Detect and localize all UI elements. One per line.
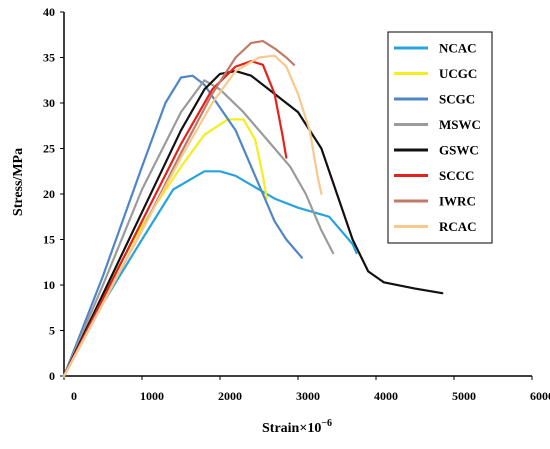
legend-label-sccc: SCCC <box>439 168 474 183</box>
y-axis-title: Stress/MPa <box>11 148 26 216</box>
y-tick-label: 20 <box>43 187 55 201</box>
x-tick-label: 4000 <box>374 389 398 403</box>
legend: NCAC UCGC SCGC MSWC GSWC SCCC IWRC RCAC <box>387 31 493 244</box>
y-tick-label: 0 <box>49 369 55 383</box>
series-line-mswc <box>62 79 335 378</box>
y-tick-label: 40 <box>43 5 55 19</box>
x-tick-label: 0 <box>71 389 77 403</box>
x-axis-title: Strain×10−6 <box>262 418 332 436</box>
x-tick-label: 5000 <box>452 389 476 403</box>
legend-label-rcac: RCAC <box>439 219 477 234</box>
series-line-ucgc <box>62 118 268 378</box>
series-line-iwrc <box>62 40 296 378</box>
series-line-scgc <box>62 74 303 378</box>
series-line-rcac <box>62 54 323 378</box>
x-tick-label: 2000 <box>218 389 242 403</box>
legend-box <box>387 31 493 244</box>
x-ticks: 0 1000 2000 3000 4000 5000 6000 <box>63 376 550 403</box>
legend-label-iwrc: IWRC <box>439 194 476 209</box>
y-tick-label: 30 <box>43 96 55 110</box>
x-axis-title-base: Strain×10 <box>262 421 321 436</box>
legend-label-scgc: SCGC <box>439 92 475 107</box>
series-line-sccc <box>62 60 288 378</box>
x-tick-label: 3000 <box>296 389 320 403</box>
legend-label-mswc: MSWC <box>439 117 481 132</box>
x-tick-label: 1000 <box>140 389 164 403</box>
legend-label-ncac: NCAC <box>439 41 477 56</box>
y-tick-label: 5 <box>49 324 55 338</box>
series-line-ncac <box>62 170 358 378</box>
series-lines <box>62 40 444 378</box>
legend-label-ucgc: UCGC <box>439 66 477 81</box>
y-ticks: 0 5 10 15 20 25 30 35 40 <box>43 5 64 383</box>
y-tick-label: 10 <box>43 278 55 292</box>
y-tick-label: 15 <box>43 233 55 247</box>
y-tick-label: 35 <box>43 51 55 65</box>
x-tick-label: 6000 <box>530 389 550 403</box>
x-axis-title-exponent: −6 <box>321 418 332 429</box>
legend-label-gswc: GSWC <box>439 143 479 158</box>
y-tick-label: 25 <box>43 142 55 156</box>
